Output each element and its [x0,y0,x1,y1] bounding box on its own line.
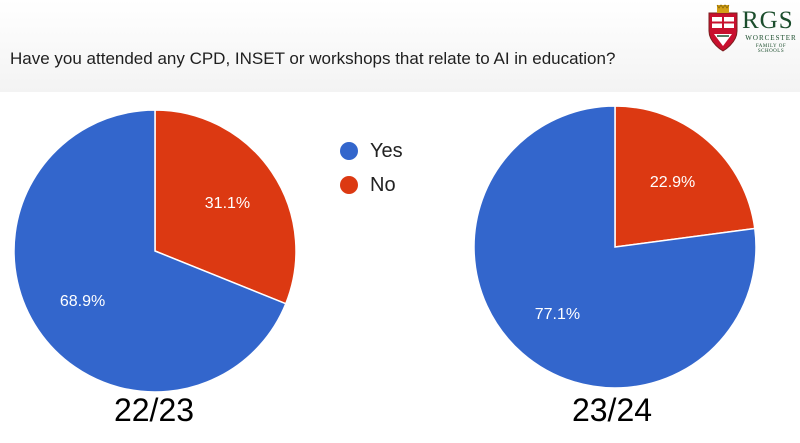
pie-slice-no [154,109,297,305]
legend-label-no: No [370,173,396,196]
pie-slice-no [614,105,756,248]
pie-slice-yes [13,109,287,393]
legend-label-yes: Yes [370,139,403,162]
logo-subtitle: WORCESTER [745,34,797,42]
legend-swatch-yes [340,142,358,160]
survey-question: Have you attended any CPD, INSET or work… [10,49,616,68]
pie-chart-23-24: 22.9% 77.1% [473,105,757,389]
logo-wordmark: RGS [742,7,794,34]
legend-swatch-no [340,176,358,194]
legend-item-yes: Yes [340,134,403,168]
crest-icon [708,4,738,52]
pie-slice-yes [473,105,757,389]
slice-label-no: 31.1% [205,195,250,212]
logo-tagline: FAMILY OF SCHOOLS [755,44,787,54]
slice-label-no: 22.9% [650,174,695,191]
legend: Yes No [340,134,403,202]
chart-title-23-24: 23/24 [571,392,653,428]
chart-title-22-23: 22/23 [113,392,195,428]
slice-label-yes: 68.9% [60,293,105,310]
pie-chart-22-23: 31.1% 68.9% [13,109,297,393]
legend-item-no: No [340,168,403,202]
slice-label-yes: 77.1% [535,306,580,323]
header-band [0,0,800,92]
school-logo: RGS WORCESTER FAMILY OF SCHOOLS [706,4,798,56]
